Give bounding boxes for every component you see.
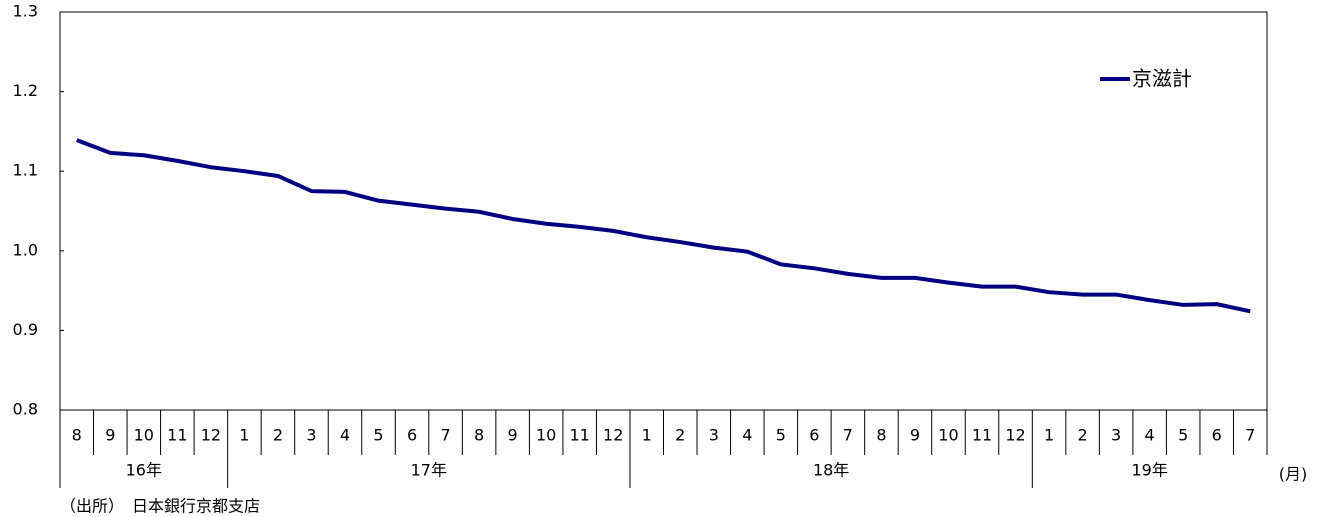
x-tick-label: 7 <box>843 426 853 445</box>
year-label: 19年 <box>1131 461 1167 480</box>
x-tick-label: 6 <box>407 426 417 445</box>
x-tick-label: 2 <box>675 426 685 445</box>
legend-label: 京滋計 <box>1132 67 1192 91</box>
x-tick-label: 6 <box>1212 426 1222 445</box>
y-tick-label: 1.1 <box>13 161 38 180</box>
x-tick-label: 3 <box>306 426 316 445</box>
x-unit: (月) <box>1279 465 1308 484</box>
y-tick-label: 0.9 <box>13 320 38 339</box>
x-tick-label: 3 <box>1111 426 1121 445</box>
x-tick-label: 12 <box>603 426 623 445</box>
x-tick-label: 4 <box>1145 426 1155 445</box>
x-tick-label: 10 <box>938 426 958 445</box>
year-label: 18年 <box>813 461 849 480</box>
source-note: （出所） 日本銀行京都支店 <box>60 497 260 516</box>
x-tick-label: 6 <box>809 426 819 445</box>
y-tick-label: 1.3 <box>13 2 38 21</box>
x-tick-label: 2 <box>273 426 283 445</box>
x-tick-label: 12 <box>1005 426 1025 445</box>
x-tick-label: 5 <box>1178 426 1188 445</box>
plot-frame <box>59 11 1268 411</box>
x-tick-label: 4 <box>340 426 350 445</box>
y-tick-label: 1.0 <box>13 240 38 259</box>
x-tick-label: 5 <box>776 426 786 445</box>
x-tick-label: 8 <box>876 426 886 445</box>
x-tick-label: 11 <box>570 426 590 445</box>
year-label: 16年 <box>126 461 162 480</box>
x-tick-label: 8 <box>474 426 484 445</box>
x-tick-label: 1 <box>642 426 652 445</box>
y-tick-label: 1.2 <box>13 81 38 100</box>
x-tick-label: 8 <box>72 426 82 445</box>
x-tick-label: 11 <box>167 426 187 445</box>
x-tick-label: 1 <box>1044 426 1054 445</box>
x-tick-label: 9 <box>105 426 115 445</box>
x-tick-label: 5 <box>373 426 383 445</box>
x-tick-label: 12 <box>201 426 221 445</box>
x-tick-label: 4 <box>742 426 752 445</box>
x-tick-label: 7 <box>440 426 450 445</box>
x-tick-label: 1 <box>239 426 249 445</box>
x-tick-label: 10 <box>134 426 154 445</box>
x-tick-label: 10 <box>536 426 556 445</box>
y-tick-label: 0.8 <box>13 400 38 419</box>
x-tick-label: 9 <box>508 426 518 445</box>
year-label: 17年 <box>411 461 447 480</box>
x-tick-label: 7 <box>1245 426 1255 445</box>
line-series <box>76 138 1251 314</box>
x-tick-label: 9 <box>910 426 920 445</box>
x-tick-label: 2 <box>1078 426 1088 445</box>
x-tick-label: 3 <box>709 426 719 445</box>
x-tick-label: 11 <box>972 426 992 445</box>
